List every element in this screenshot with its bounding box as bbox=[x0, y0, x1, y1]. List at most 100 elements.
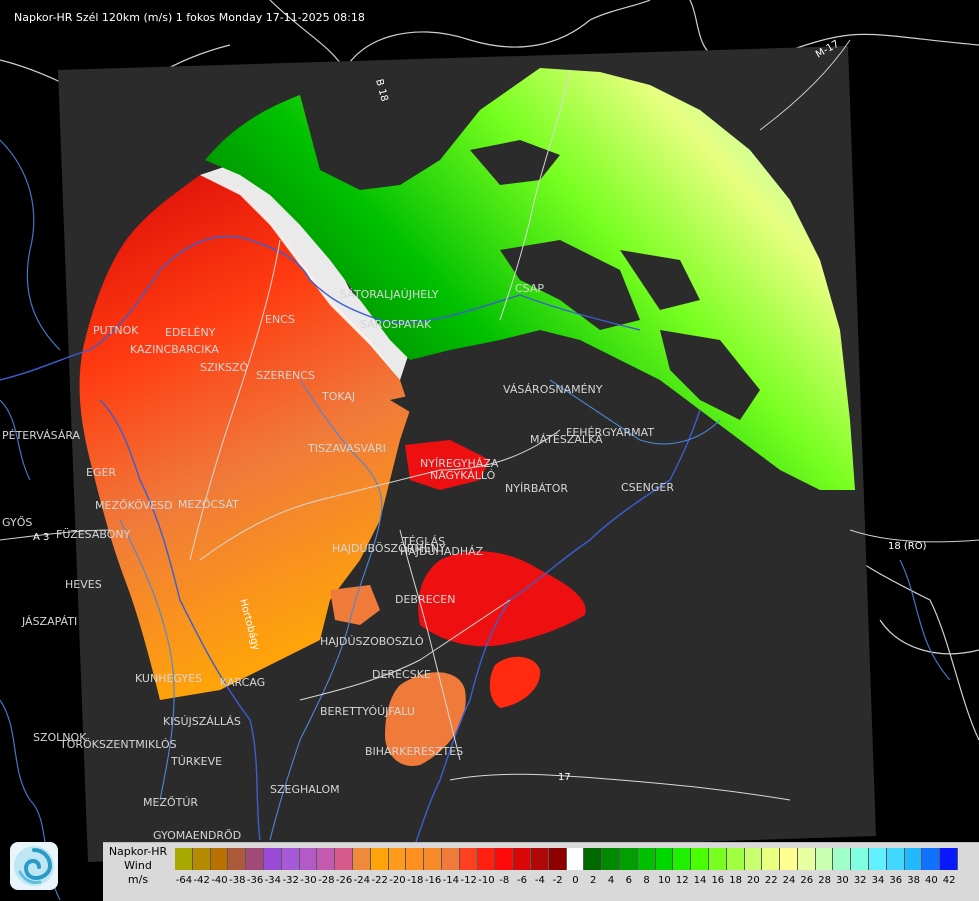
legend-tick-label: -28 bbox=[318, 875, 335, 886]
legend-swatch bbox=[708, 848, 727, 870]
place-label: HAJDÚHADHÁZ bbox=[400, 545, 484, 558]
legend-tick-label: -16 bbox=[424, 875, 442, 886]
place-label: HAJDÚBÖSZÖRMÉNY bbox=[332, 542, 446, 555]
place-label: VÁSÁROSNAMÉNY bbox=[503, 383, 603, 396]
road-label: 17 bbox=[558, 772, 571, 783]
napkor-logo bbox=[10, 842, 58, 890]
legend-swatch bbox=[424, 848, 442, 870]
place-label: SZIKSZÓ bbox=[200, 361, 248, 374]
roads bbox=[189, 69, 791, 801]
place-label: TISZAVASVÁRI bbox=[307, 442, 386, 455]
place-label: KISÚJSZÁLLÁS bbox=[163, 715, 241, 728]
legend-tick-label: 12 bbox=[675, 875, 689, 886]
place-label: NYÍRBÁTOR bbox=[505, 482, 568, 495]
place-label: EDELÉNY bbox=[165, 326, 216, 339]
place-label: GYOMAENDRŐD bbox=[153, 828, 241, 842]
place-label: CSENGER bbox=[621, 481, 674, 494]
place-label: SÁTORALJAÚJHELY bbox=[340, 288, 439, 301]
legend-tick-label: 14 bbox=[693, 875, 707, 886]
legend-swatch bbox=[584, 848, 603, 870]
place-labels: SÁTORALJAÚJHELY SÁROSPATAK PUTNOK EDELÉN… bbox=[2, 282, 674, 842]
legend-swatch bbox=[886, 848, 905, 870]
legend-swatch bbox=[210, 848, 229, 870]
legend-swatch bbox=[548, 848, 567, 870]
legend-tick-label: 36 bbox=[889, 875, 903, 886]
legend-tick-label: -40 bbox=[211, 875, 228, 886]
legend-tick-label: 34 bbox=[871, 875, 885, 886]
legend-tick-label: -18 bbox=[407, 875, 424, 886]
legend-swatch bbox=[780, 848, 798, 870]
place-label: GYŐS bbox=[2, 515, 32, 529]
road-label: A 3 bbox=[33, 532, 49, 543]
legend-tick-label: -10 bbox=[478, 875, 495, 886]
legend-tick-label: 38 bbox=[907, 875, 920, 886]
legend-swatch bbox=[940, 848, 959, 870]
legend-swatch bbox=[637, 848, 656, 870]
legend-swatch bbox=[904, 848, 923, 870]
legend-swatch bbox=[815, 848, 834, 870]
place-label: BERETTYÓÚJFALU bbox=[320, 705, 415, 718]
legend-swatch bbox=[370, 848, 389, 870]
legend-tick-label: -36 bbox=[246, 875, 264, 886]
legend-swatch bbox=[922, 848, 941, 870]
place-label: BIHARKERESZTES bbox=[365, 745, 463, 758]
place-label: TÉGLÁS bbox=[401, 535, 445, 548]
place-label: PÉTERVÁSÁRA bbox=[2, 429, 81, 442]
legend-tick-label: -32 bbox=[282, 875, 299, 886]
place-label: SZERENCS bbox=[256, 369, 315, 382]
legend-swatch bbox=[566, 848, 585, 870]
place-label: KARCAG bbox=[220, 676, 265, 689]
legend-tick-label: 16 bbox=[711, 875, 725, 886]
legend-tick-label: 6 bbox=[625, 875, 632, 886]
place-label: SÁROSPATAK bbox=[360, 318, 432, 331]
no-echo-holes bbox=[390, 140, 760, 430]
legend-tick-label: -8 bbox=[499, 875, 510, 886]
legend-swatch bbox=[851, 848, 870, 870]
legend-tick-label: 28 bbox=[818, 875, 831, 886]
legend-tick-label: 26 bbox=[800, 875, 814, 886]
legend-swatch bbox=[459, 848, 478, 870]
place-label: MEZŐCSÁT bbox=[178, 497, 239, 511]
legend-tick-label: -6 bbox=[517, 875, 528, 886]
legend-swatch bbox=[228, 848, 247, 870]
legend-tick-label: 42 bbox=[942, 875, 956, 886]
place-label: ENCS bbox=[265, 313, 295, 326]
legend-swatch bbox=[762, 848, 781, 870]
legend-swatch bbox=[317, 848, 336, 870]
place-label: TOKAJ bbox=[321, 390, 355, 403]
legend-swatch bbox=[477, 848, 496, 870]
place-label: TÚRKEVE bbox=[170, 755, 222, 768]
place-label: MÁTÉSZALKA bbox=[530, 433, 603, 446]
place-label: HAJDÚSZOBOSZLÓ bbox=[320, 635, 424, 648]
legend-tick-label: -26 bbox=[335, 875, 353, 886]
legend-swatch bbox=[744, 848, 763, 870]
legend-swatch bbox=[175, 848, 193, 870]
place-label: MEZŐKÖVESD bbox=[95, 498, 173, 512]
legend-tick-label: 0 bbox=[572, 875, 579, 886]
legend-tick-label: -4 bbox=[534, 875, 545, 886]
legend-tick-label: 4 bbox=[607, 875, 615, 886]
legend-swatch bbox=[513, 848, 531, 870]
place-label: KAZINCBARCIKA bbox=[130, 343, 219, 356]
rivers bbox=[119, 379, 721, 841]
legend-tick-label: -30 bbox=[300, 875, 317, 886]
legend-tick-label: 2 bbox=[590, 875, 597, 886]
legend-swatch bbox=[726, 848, 745, 870]
legend-unit: m/s bbox=[127, 873, 149, 886]
map-title: Napkor-HR Szél 120km (m/s) 1 fokos Monda… bbox=[14, 11, 365, 24]
legend-swatch bbox=[833, 848, 852, 870]
legend-swatch bbox=[335, 848, 353, 870]
legend-swatch bbox=[406, 848, 425, 870]
legend-tick-label: -34 bbox=[264, 875, 282, 886]
legend-tick-label: -38 bbox=[229, 875, 246, 886]
legend-swatch bbox=[263, 848, 282, 870]
legend-title-line1: Napkor-HR bbox=[108, 845, 168, 858]
legend-tick-label: -20 bbox=[389, 875, 406, 886]
color-legend: Napkor-HR Wind m/s -64 -42 -40 -38 -36 -34 -32… bbox=[103, 842, 979, 901]
legend-swatch bbox=[352, 848, 371, 870]
legend-tick-label: 30 bbox=[836, 875, 849, 886]
place-label: HEVES bbox=[65, 578, 102, 591]
road-label: 18 (RO) bbox=[888, 541, 927, 552]
legend-tick-label: 10 bbox=[658, 875, 671, 886]
legend-tick-label: 24 bbox=[782, 875, 796, 886]
